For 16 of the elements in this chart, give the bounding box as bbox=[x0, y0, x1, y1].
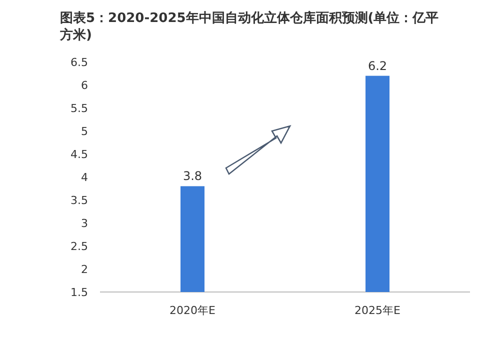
y-tick-label: 5 bbox=[81, 125, 88, 138]
y-tick-label: 2 bbox=[81, 263, 88, 276]
y-tick-label: 4 bbox=[81, 171, 88, 184]
y-tick-label: 1.5 bbox=[70, 286, 88, 299]
y-tick-label: 2.5 bbox=[70, 240, 88, 253]
data-label: 3.8 bbox=[182, 169, 202, 184]
y-tick-label: 6 bbox=[81, 79, 88, 92]
y-tick-label: 6.5 bbox=[70, 56, 88, 69]
x-tick-label: 2020年E bbox=[170, 304, 216, 317]
y-tick-label: 5.5 bbox=[70, 102, 88, 115]
x-tick-label: 2025年E bbox=[354, 304, 401, 317]
y-tick-label: 4.5 bbox=[70, 148, 88, 161]
y-tick-label: 3.5 bbox=[70, 194, 88, 207]
data-label: 6.2 bbox=[368, 58, 388, 73]
y-tick-label: 3 bbox=[81, 217, 88, 230]
chart-title: 图表5：2020-2025年中国自动化立体仓库面积预测(单位：亿平方米) bbox=[59, 10, 439, 43]
